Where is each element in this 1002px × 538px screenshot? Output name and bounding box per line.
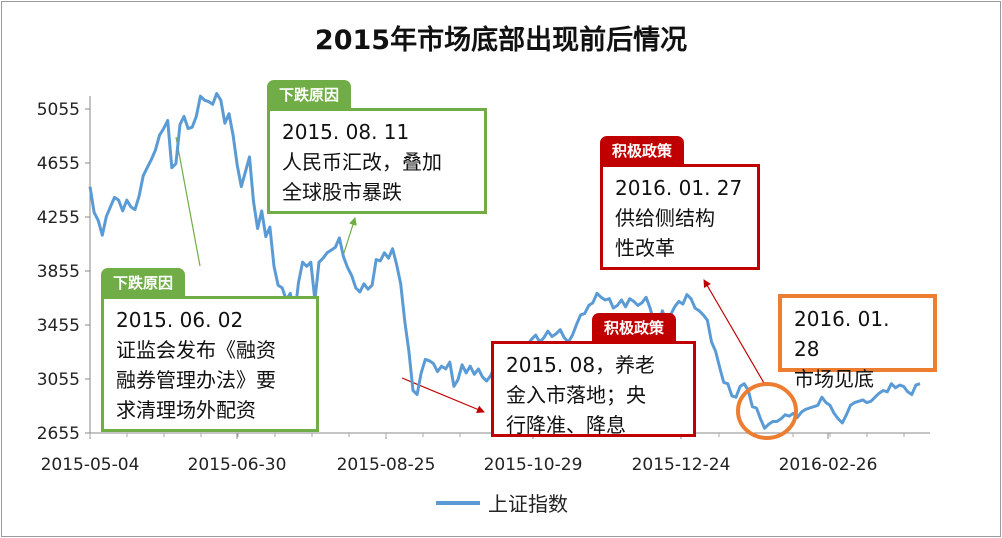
x-tick-label: 2015-05-04 bbox=[41, 455, 140, 475]
arrow-0127 bbox=[703, 279, 765, 384]
x-tick-label: 2015-08-25 bbox=[337, 455, 436, 475]
y-tick-label: 5055 bbox=[37, 100, 80, 120]
annotation-tag-0127: 积极政策 bbox=[600, 136, 685, 165]
arrow-201508 bbox=[401, 377, 485, 414]
arrow-0811 bbox=[342, 217, 357, 257]
annotation-tag-0602: 下跌原因 bbox=[101, 268, 186, 297]
y-tick-label: 3455 bbox=[37, 316, 80, 336]
x-tick-label: 2015-06-30 bbox=[188, 455, 287, 475]
y-tick-label: 3855 bbox=[37, 262, 80, 282]
market-bottom-circle bbox=[736, 382, 798, 440]
annotation-tag-0811: 下跌原因 bbox=[267, 80, 352, 109]
pointer-line-0602 bbox=[175, 136, 201, 267]
x-tick-label: 2015-10-29 bbox=[484, 455, 583, 475]
x-tick-label: 2015-12-24 bbox=[632, 455, 731, 475]
x-tick-label: 2016-02-26 bbox=[779, 455, 878, 475]
y-tick-label: 4655 bbox=[37, 154, 80, 174]
chart-title: 2015年市场底部出现前后情况 bbox=[314, 25, 688, 56]
legend-swatch bbox=[436, 500, 480, 505]
legend-label: 上证指数 bbox=[488, 492, 568, 516]
legend: 上证指数 bbox=[436, 488, 568, 517]
annotation-tag-201508: 积极政策 bbox=[592, 313, 677, 342]
annotation-box-0127: 2016. 01. 27 供给侧结构 性改革 bbox=[600, 164, 760, 270]
annotation-box-0811: 2015. 08. 11 人民币汇改，叠加 全球股市暴跌 bbox=[267, 108, 487, 214]
annotation-box-201508: 2015. 08，养老 金入市落地；央 行降准、降息 bbox=[491, 341, 696, 437]
y-tick-label: 4255 bbox=[37, 208, 80, 228]
y-tick-label: 2655 bbox=[37, 424, 80, 444]
annotation-box-0128: 2016. 01. 28 市场见底 bbox=[778, 294, 937, 391]
annotation-box-0602: 2015. 06. 02 证监会发布《融资 融券管理办法》要 求清理场外配资 bbox=[101, 296, 319, 432]
y-tick-label: 3055 bbox=[37, 370, 80, 390]
